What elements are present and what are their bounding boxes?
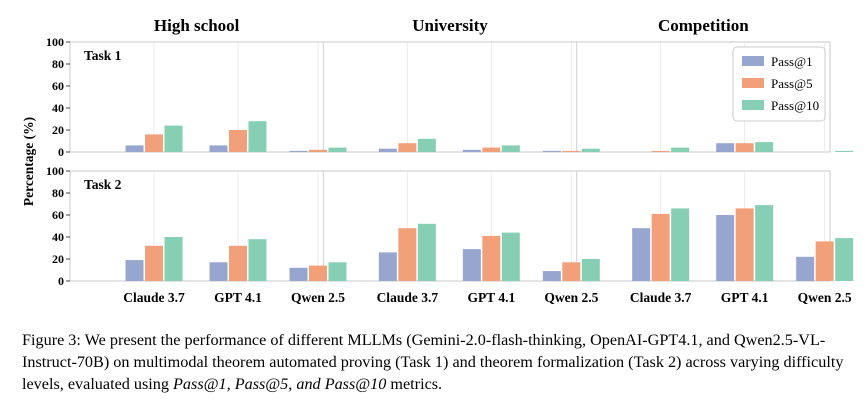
bar-pass-1-university-gpt-4-1-task-2 — [462, 249, 481, 281]
bar-pass-10-high-school-claude-3-7-task-1 — [164, 125, 183, 152]
legend-swatch-pass-10 — [742, 100, 764, 110]
bar-pass-10-university-gpt-4-1-task-1 — [501, 145, 520, 152]
legend-label-pass-5: Pass@5 — [771, 76, 813, 91]
bar-pass-1-competition-claude-3-7-task-2 — [632, 228, 651, 281]
y-tick-label-40-panel-1: 40 — [52, 101, 64, 115]
bar-pass-1-university-claude-3-7-task-1 — [378, 148, 397, 152]
bar-pass-5-competition-qwen-2-5-task-2 — [815, 241, 834, 281]
bar-pass-10-high-school-qwen-2-5-task-2 — [328, 262, 347, 281]
bar-pass-1-high-school-claude-3-7-task-2 — [125, 260, 144, 281]
bar-pass-10-high-school-qwen-2-5-task-1 — [328, 147, 347, 152]
bar-pass-5-competition-claude-3-7-task-1 — [651, 150, 670, 152]
grouped-bar-chart: High school University Competition Percenta… — [21, 16, 854, 305]
bar-pass-1-competition-gpt-4-1-task-1 — [716, 143, 735, 152]
bar-pass-1-university-claude-3-7-task-2 — [378, 252, 397, 281]
bar-pass-5-university-qwen-2-5-task-2 — [562, 262, 581, 281]
bar-pass-5-high-school-qwen-2-5-task-1 — [309, 149, 327, 152]
bar-pass-1-high-school-qwen-2-5-task-1 — [289, 150, 308, 152]
y-tick-label-0-panel-1: 0 — [58, 145, 64, 159]
category-label-gpt-4-1-university: GPT 4.1 — [467, 290, 515, 305]
bar-pass-10-competition-gpt-4-1-task-2 — [755, 205, 774, 281]
caption-label: Figure 3: — [22, 331, 81, 349]
legend-label-pass-1: Pass@1 — [771, 54, 813, 69]
category-label-gpt-4-1-high-school: GPT 4.1 — [214, 290, 262, 305]
bar-pass-5-university-gpt-4-1-task-1 — [482, 147, 501, 152]
category-label-claude-3-7-competition: Claude 3.7 — [630, 290, 692, 305]
bar-pass-10-competition-qwen-2-5-task-2 — [835, 238, 854, 281]
bar-pass-10-high-school-gpt-4-1-task-2 — [248, 239, 267, 281]
y-axis-label: Percentage (%) — [21, 117, 36, 206]
bar-pass-10-competition-claude-3-7-task-2 — [671, 208, 690, 281]
bar-pass-10-university-claude-3-7-task-2 — [417, 223, 436, 281]
bar-pass-5-high-school-gpt-4-1-task-1 — [229, 130, 247, 152]
category-label-claude-3-7-university: Claude 3.7 — [377, 290, 439, 305]
bar-pass-5-university-claude-3-7-task-1 — [398, 143, 417, 152]
y-tick-label-20-panel-1: 20 — [52, 123, 64, 137]
legend-swatch-pass-5 — [742, 78, 764, 88]
bar-pass-10-high-school-gpt-4-1-task-1 — [248, 121, 267, 152]
bar-pass-5-competition-claude-3-7-task-2 — [651, 213, 670, 281]
category-label-claude-3-7-high-school: Claude 3.7 — [123, 290, 185, 305]
y-tick-label-100-panel-2: 100 — [46, 164, 64, 178]
caption-text: We present the performance of different … — [22, 331, 844, 393]
bar-pass-10-university-qwen-2-5-task-2 — [581, 259, 600, 281]
figure-caption: Figure 3: We present the performance of … — [22, 329, 852, 395]
y-tick-label-100-panel-1: 100 — [46, 35, 64, 49]
y-tick-label-80-panel-1: 80 — [52, 57, 64, 71]
bar-pass-5-university-gpt-4-1-task-2 — [482, 235, 501, 281]
panel-frame-1 — [69, 41, 831, 153]
bar-pass-10-university-claude-3-7-task-1 — [417, 138, 436, 152]
legend-label-pass-10: Pass@10 — [771, 98, 819, 113]
bar-pass-5-competition-gpt-4-1-task-1 — [735, 143, 754, 152]
bar-pass-1-high-school-claude-3-7-task-1 — [125, 145, 144, 152]
category-label-qwen-2-5-high-school: Qwen 2.5 — [291, 290, 345, 305]
bar-pass-1-university-qwen-2-5-task-1 — [542, 150, 561, 152]
column-title-high-school: High school — [154, 16, 240, 35]
bar-pass-5-university-claude-3-7-task-2 — [398, 228, 417, 281]
category-label-gpt-4-1-competition: GPT 4.1 — [721, 290, 769, 305]
bar-pass-1-university-qwen-2-5-task-2 — [542, 271, 561, 281]
caption-end: metrics. — [386, 375, 443, 393]
bar-pass-1-competition-gpt-4-1-task-2 — [716, 215, 735, 281]
bar-pass-10-competition-gpt-4-1-task-1 — [755, 142, 774, 152]
bar-pass-10-competition-claude-3-7-task-1 — [671, 147, 690, 152]
bar-pass-1-high-school-qwen-2-5-task-2 — [289, 267, 308, 281]
y-tick-label-60-panel-2: 60 — [52, 208, 64, 222]
bar-pass-10-university-qwen-2-5-task-1 — [581, 148, 600, 152]
bar-pass-5-high-school-claude-3-7-task-2 — [145, 245, 163, 281]
panel-frame-2 — [69, 170, 831, 282]
panel-label-1: Task 1 — [84, 48, 122, 63]
bar-pass-5-high-school-qwen-2-5-task-2 — [309, 265, 327, 281]
y-tick-label-20-panel-2: 20 — [52, 252, 64, 266]
bar-pass-1-university-gpt-4-1-task-1 — [462, 149, 481, 152]
y-tick-label-80-panel-2: 80 — [52, 186, 64, 200]
y-tick-label-0-panel-2: 0 — [58, 274, 64, 288]
bar-pass-1-competition-qwen-2-5-task-2 — [796, 256, 815, 281]
bar-pass-5-competition-gpt-4-1-task-2 — [735, 208, 754, 281]
legend-swatch-pass-1 — [742, 56, 764, 66]
bar-pass-10-high-school-claude-3-7-task-2 — [164, 237, 183, 281]
bar-pass-5-high-school-gpt-4-1-task-2 — [229, 245, 247, 281]
bar-pass-5-high-school-claude-3-7-task-1 — [145, 134, 163, 152]
caption-metrics: Pass@1, Pass@5, and Pass@10 — [173, 375, 387, 393]
bar-pass-5-university-qwen-2-5-task-1 — [562, 150, 581, 152]
category-label-qwen-2-5-university: Qwen 2.5 — [544, 290, 598, 305]
category-label-qwen-2-5-competition: Qwen 2.5 — [798, 290, 852, 305]
y-tick-label-40-panel-2: 40 — [52, 230, 64, 244]
bar-pass-1-high-school-gpt-4-1-task-2 — [209, 262, 228, 281]
bar-pass-10-university-gpt-4-1-task-2 — [501, 232, 520, 281]
y-tick-label-60-panel-1: 60 — [52, 79, 64, 93]
column-title-competition: Competition — [658, 16, 749, 35]
column-title-university: University — [412, 16, 488, 35]
bar-pass-1-high-school-gpt-4-1-task-1 — [209, 145, 228, 152]
bar-pass-10-competition-qwen-2-5-task-1 — [835, 150, 854, 152]
panel-label-2: Task 2 — [84, 177, 122, 192]
